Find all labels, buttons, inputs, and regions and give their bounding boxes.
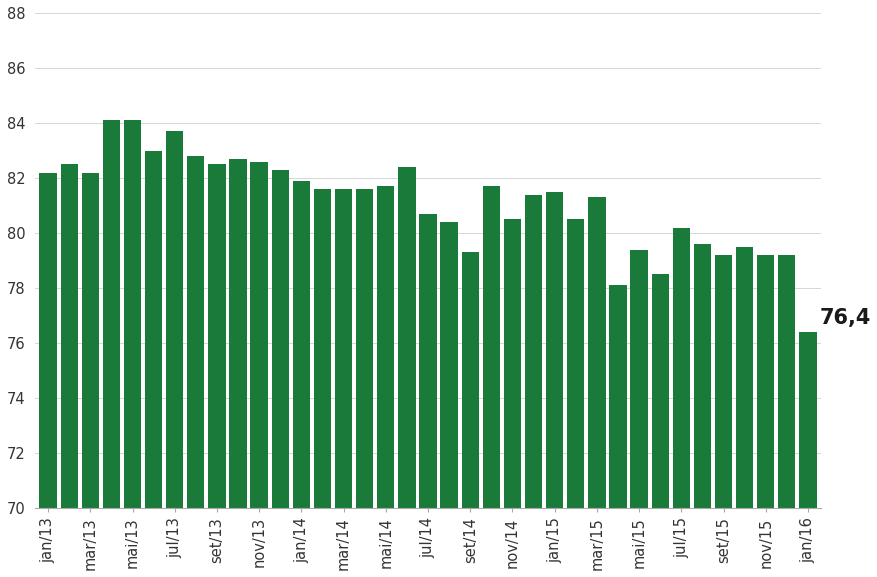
Bar [229,159,246,577]
Bar [609,286,626,577]
Bar [461,252,478,577]
Bar [398,167,415,577]
Bar [208,164,225,577]
Bar [735,247,752,577]
Bar [292,181,310,577]
Bar [503,219,520,577]
Bar [377,186,394,577]
Bar [124,120,141,577]
Bar [166,132,183,577]
Bar [82,173,99,577]
Bar [756,255,774,577]
Bar [524,194,542,577]
Bar [145,151,162,577]
Bar [672,227,689,577]
Bar [334,189,352,577]
Text: 76,4: 76,4 [818,308,870,328]
Bar [693,244,710,577]
Bar [651,275,668,577]
Bar [588,197,605,577]
Bar [567,219,584,577]
Bar [103,120,120,577]
Bar [440,222,457,577]
Bar [61,164,78,577]
Bar [356,189,373,577]
Bar [798,332,816,577]
Bar [271,170,289,577]
Bar [630,250,647,577]
Bar [187,156,204,577]
Bar [777,255,795,577]
Bar [313,189,331,577]
Bar [250,162,267,577]
Bar [419,214,436,577]
Bar [714,255,731,577]
Bar [39,173,57,577]
Bar [545,192,563,577]
Bar [482,186,499,577]
